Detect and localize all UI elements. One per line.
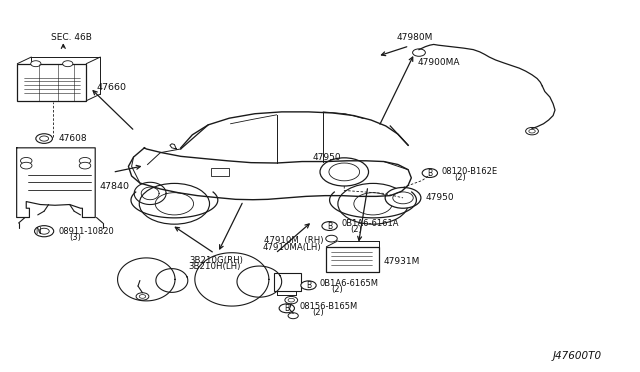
Text: 08120-B162E: 08120-B162E [442, 167, 497, 176]
Circle shape [140, 183, 209, 224]
Circle shape [20, 157, 32, 164]
Circle shape [320, 158, 369, 186]
Text: (2): (2) [351, 225, 362, 234]
Circle shape [529, 129, 535, 133]
Circle shape [279, 304, 294, 313]
Circle shape [40, 136, 49, 141]
Text: 47660: 47660 [97, 83, 127, 92]
Circle shape [36, 134, 52, 143]
Text: N: N [35, 227, 40, 236]
Circle shape [31, 61, 41, 67]
Bar [326, 247, 379, 272]
Circle shape [63, 61, 73, 67]
Bar [211, 168, 229, 176]
Circle shape [354, 193, 392, 215]
Circle shape [326, 235, 337, 242]
Text: 3B210H(LH): 3B210H(LH) [188, 262, 241, 271]
Circle shape [79, 157, 91, 164]
Text: 47840: 47840 [100, 182, 130, 190]
Circle shape [140, 295, 146, 298]
Circle shape [288, 313, 298, 319]
Circle shape [79, 162, 91, 169]
Circle shape [285, 296, 298, 304]
Text: J47600T0: J47600T0 [553, 352, 602, 362]
Bar [17, 64, 86, 101]
Circle shape [525, 128, 538, 135]
Circle shape [393, 192, 413, 204]
Circle shape [385, 187, 421, 208]
Text: (2): (2) [312, 308, 324, 317]
Text: 0B1A6-6165M: 0B1A6-6165M [320, 279, 379, 288]
Circle shape [136, 293, 149, 300]
Text: (2): (2) [332, 285, 343, 294]
Text: B: B [284, 304, 289, 313]
Text: 47910MA(LH): 47910MA(LH) [262, 243, 321, 251]
Text: SEC. 46B: SEC. 46B [51, 33, 92, 42]
Text: 47910M  (RH): 47910M (RH) [264, 236, 323, 246]
Circle shape [329, 163, 360, 181]
Circle shape [39, 228, 49, 234]
Circle shape [288, 298, 294, 302]
Text: 0B1A6-6161A: 0B1A6-6161A [341, 219, 399, 228]
Circle shape [301, 281, 316, 290]
Text: B: B [306, 281, 311, 290]
Text: 47950: 47950 [312, 153, 341, 161]
Circle shape [35, 226, 54, 237]
Bar [274, 273, 301, 291]
Text: 08911-10820: 08911-10820 [58, 227, 114, 236]
Circle shape [413, 49, 426, 56]
Circle shape [422, 169, 438, 177]
Text: B: B [428, 169, 433, 177]
Text: 47608: 47608 [58, 134, 87, 143]
Circle shape [20, 162, 32, 169]
Text: 47900MA: 47900MA [417, 58, 460, 67]
Circle shape [156, 193, 193, 215]
Text: (3): (3) [70, 233, 81, 243]
Text: (2): (2) [454, 173, 466, 182]
Circle shape [338, 183, 408, 224]
Text: 08156-B165M: 08156-B165M [300, 302, 358, 311]
Text: 47931M: 47931M [384, 257, 420, 266]
Text: 47950: 47950 [426, 193, 454, 202]
Text: B: B [327, 221, 332, 231]
Text: 3B210G(RH): 3B210G(RH) [189, 256, 243, 265]
Circle shape [322, 222, 337, 231]
Text: 47980M: 47980M [397, 33, 433, 42]
